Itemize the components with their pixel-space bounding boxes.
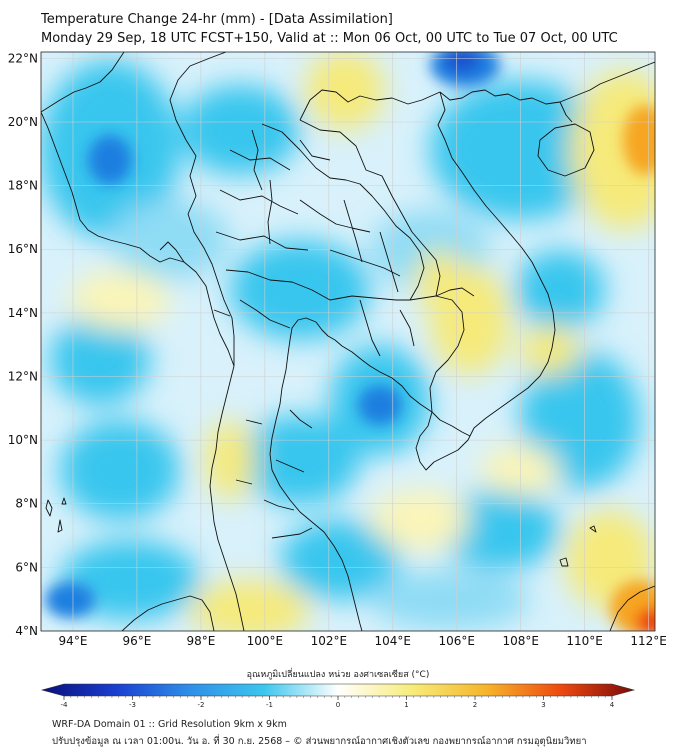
lat-tick-label: 8°N (15, 497, 38, 511)
map-frame-border (40, 51, 656, 632)
colorbar-tick-label: -2 (198, 701, 205, 709)
lat-tick-label: 12°N (8, 369, 38, 383)
laos-border (299, 119, 441, 297)
province-lines (213, 129, 415, 511)
thai-laos-border (261, 123, 425, 301)
map-subtitle: Monday 29 Sep, 18 UTC FCST+150, Valid at… (41, 31, 618, 46)
leizhou-peninsula (559, 101, 573, 123)
colorbar-tick-label: 0 (336, 701, 340, 709)
lat-tick-label: 18°N (8, 179, 38, 193)
map-title: Temperature Change 24-hr (mm) - [Data As… (41, 12, 393, 27)
lon-tick-label: 108°E (502, 634, 539, 648)
lon-tick-label: 100°E (247, 634, 284, 648)
peninsula-west-coast (209, 365, 245, 631)
myanmar-china-border (169, 52, 227, 141)
footer-credits: ปรับปรุงข้อมูล ณ เวลา 01:00น. วัน อ. ที่… (52, 736, 587, 747)
lon-tick-label: 102°E (311, 634, 348, 648)
colorbar-label: อุณหภูมิเปลี่ยนแปลง หน่วย องศาเซลเซียส (… (246, 670, 430, 680)
latitude-axis: 22°N 20°N 18°N 16°N 14°N 12°N 10°N 8°N 6°N 4°N (8, 51, 38, 638)
lon-tick-label: 94°E (59, 634, 88, 648)
lat-tick-label: 16°N (8, 242, 38, 256)
myanmar-india-border (41, 52, 125, 113)
longitude-axis: 94°E 96°E 98°E 100°E 102°E 104°E 106°E 108°E 110… (59, 634, 667, 648)
irrawaddy-delta (159, 241, 185, 263)
colorbar-tick-label: 4 (610, 701, 615, 709)
lat-tick-label: 20°N (8, 115, 38, 129)
vietnam-coast (415, 91, 556, 471)
lon-tick-label: 106°E (438, 634, 475, 648)
colorbar-bar (40, 683, 636, 697)
andaman-islands (45, 497, 67, 533)
peninsula-east-coast (269, 369, 363, 631)
mekong-delta (431, 411, 471, 437)
bangkok-bight (285, 317, 317, 371)
thai-malaysia-border (271, 527, 313, 539)
colorbar-tick-label: -4 (61, 701, 69, 709)
colorbar: -4 -3 -2 -1 0 1 2 3 4 (40, 683, 636, 709)
lon-tick-label: 112°E (630, 634, 667, 648)
natuna-islands (559, 525, 597, 567)
coastlines-and-borders (41, 52, 655, 631)
cambodia-coast (361, 359, 433, 413)
myanmar-thai-border (185, 139, 235, 366)
colorbar-tick-label: 2 (473, 701, 477, 709)
lat-tick-label: 4°N (15, 624, 38, 638)
laos-china-border (299, 89, 441, 121)
borneo-coast (609, 585, 655, 631)
lon-tick-label: 98°E (186, 634, 215, 648)
footer-model-info: WRF-DA Domain 01 :: Grid Resolution 9km … (52, 719, 287, 730)
graticule (41, 52, 655, 631)
lat-tick-label: 22°N (8, 51, 38, 65)
thai-cambodia-border (329, 295, 465, 413)
colorbar-tick-label: -1 (266, 701, 273, 709)
colorbar-tick-label: 1 (404, 701, 408, 709)
south-china-coast (439, 61, 655, 105)
lat-tick-label: 6°N (15, 560, 38, 574)
thai-east-coast (315, 321, 363, 361)
temperature-field (41, 52, 655, 631)
hainan-island (537, 123, 595, 177)
colorbar-tick-label: 3 (541, 701, 545, 709)
lon-tick-label: 110°E (566, 634, 603, 648)
lon-tick-label: 96°E (123, 634, 152, 648)
colorbar-ticks: -4 -3 -2 -1 0 1 2 3 4 (61, 696, 615, 709)
colorbar-tick-label: -3 (129, 701, 136, 709)
lon-tick-label: 104°E (375, 634, 412, 648)
lat-tick-label: 10°N (8, 433, 38, 447)
sumatra-coast (121, 595, 215, 631)
lat-tick-label: 14°N (8, 306, 38, 320)
cambodia-vietnam-border (435, 287, 475, 297)
myanmar-coast (41, 111, 235, 367)
